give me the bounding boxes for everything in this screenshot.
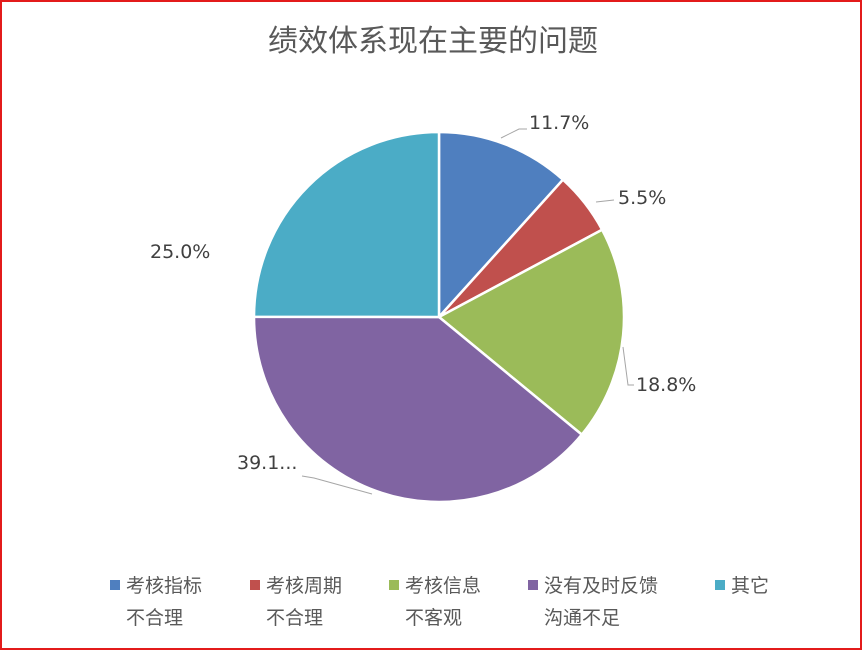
data-label-0: 11.7% xyxy=(529,112,589,134)
pie-slice-2 xyxy=(436,228,626,437)
legend-item-1: 考核周期 不合理 xyxy=(250,570,342,634)
legend-swatch-4 xyxy=(715,580,725,590)
legend-label-2: 考核信息 不客观 xyxy=(405,575,482,629)
leader-line-2 xyxy=(622,346,634,386)
legend-label-1: 考核周期 不合理 xyxy=(266,575,343,629)
chart-title: 绩效体系现在主要的问题 xyxy=(268,24,598,59)
pie-slice-3 xyxy=(252,315,584,504)
legend-item-2: 考核信息 不客观 xyxy=(389,570,481,634)
leader-line-3 xyxy=(301,475,373,495)
legend-swatch-2 xyxy=(389,580,399,590)
legend-swatch-3 xyxy=(528,580,538,590)
legend-swatch-1 xyxy=(250,580,260,590)
legend-label-4: 其它 xyxy=(731,575,770,597)
leader-line-0 xyxy=(500,128,527,139)
data-label-2: 18.8% xyxy=(636,374,696,396)
legend-label-0: 考核指标 不合理 xyxy=(126,575,203,629)
data-label-3: 39.1... xyxy=(237,452,297,474)
legend-swatch-0 xyxy=(110,580,120,590)
legend-item-4: 其它 xyxy=(715,570,769,602)
pie-slice-4 xyxy=(252,130,441,319)
leader-line-1 xyxy=(595,199,615,203)
legend-label-3: 没有及时反馈 沟通不足 xyxy=(544,575,659,629)
data-label-1: 5.5% xyxy=(618,187,666,209)
legend-item-3: 没有及时反馈 沟通不足 xyxy=(528,570,658,634)
pie-slice-0 xyxy=(437,130,565,321)
data-label-4: 25.0% xyxy=(150,241,210,263)
legend-item-0: 考核指标 不合理 xyxy=(110,570,202,634)
